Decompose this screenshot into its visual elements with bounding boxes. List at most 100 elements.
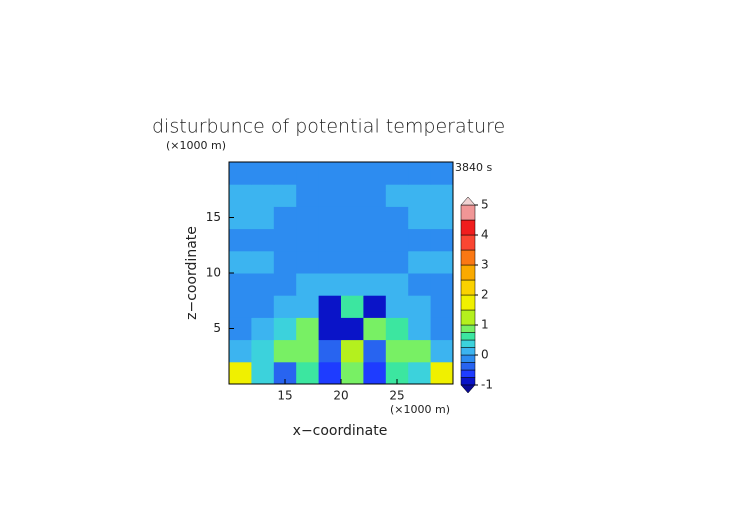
y-unit: (×1000 m) xyxy=(166,139,226,152)
colorbar-tick-label: 0 xyxy=(481,348,489,362)
colorbar-bin xyxy=(460,347,476,356)
contour-cell xyxy=(251,295,275,318)
contour-cell xyxy=(229,295,252,318)
contour-cell xyxy=(363,162,387,185)
colorbar-bin xyxy=(460,309,476,326)
contour-cell xyxy=(318,295,342,318)
contour-cell xyxy=(318,317,342,341)
contour-cell xyxy=(273,339,297,363)
contour-cell xyxy=(296,317,320,341)
contour-cell xyxy=(341,250,364,274)
time-label: 3840 s xyxy=(455,161,492,174)
contour-cell xyxy=(318,250,342,274)
colorbar-tick-label: 3 xyxy=(481,258,489,272)
x-tick-label: 15 xyxy=(277,389,292,403)
colorbar-bin xyxy=(460,354,476,363)
contour-cell xyxy=(273,295,297,318)
contour-cell xyxy=(363,184,387,207)
contour-cell xyxy=(318,184,342,207)
colorbar-bin xyxy=(460,264,476,281)
contour-cell xyxy=(341,273,364,296)
contour-cell xyxy=(363,361,387,385)
contour-cell xyxy=(229,361,252,385)
colorbar-bin xyxy=(460,362,476,371)
colorbar-bin xyxy=(460,279,476,296)
colorbar-over xyxy=(460,196,476,206)
y-axis-label: z−coordinate xyxy=(184,226,200,320)
contour-cell xyxy=(385,317,409,341)
contour-cell xyxy=(385,339,409,363)
contour-cell xyxy=(385,295,409,318)
contour-cell xyxy=(318,339,342,363)
contour-cell xyxy=(408,162,432,185)
contour-cell xyxy=(296,184,320,207)
contour-cell xyxy=(229,206,252,230)
contour-cell xyxy=(229,184,252,207)
colorbar-bin xyxy=(460,324,476,333)
contour-cell xyxy=(341,295,364,318)
colorbar-tick-label: -1 xyxy=(481,378,493,392)
contour-cell xyxy=(385,250,409,274)
contour-cell xyxy=(430,250,454,274)
contour-cell xyxy=(430,361,454,385)
contour-cell xyxy=(229,228,252,252)
contour-cell xyxy=(318,228,342,252)
contour-cell xyxy=(229,317,252,341)
contour-cell xyxy=(251,162,275,185)
contour-cell xyxy=(273,273,297,296)
contour-cell xyxy=(341,317,364,341)
colorbar-bin xyxy=(460,249,476,266)
contour-cell xyxy=(273,250,297,274)
contour-cell xyxy=(318,206,342,230)
contour-cell xyxy=(408,295,432,318)
contour-cell xyxy=(296,361,320,385)
contour-cell xyxy=(430,317,454,341)
contour-cell xyxy=(296,206,320,230)
x-tick-label: 20 xyxy=(333,389,348,403)
contour-cell xyxy=(341,228,364,252)
contour-cell xyxy=(408,206,432,230)
contour-cell xyxy=(229,162,252,185)
contour-cell xyxy=(430,339,454,363)
contour-cell xyxy=(229,250,252,274)
contour-cell xyxy=(408,250,432,274)
colorbar-bin xyxy=(460,234,476,251)
contour-cell xyxy=(251,273,275,296)
contour-cell xyxy=(341,184,364,207)
colorbar-tick-label: 2 xyxy=(481,288,489,302)
contour-cell xyxy=(408,317,432,341)
contour-cell xyxy=(341,206,364,230)
contour-cell xyxy=(318,162,342,185)
y-tick-label: 5 xyxy=(213,321,221,335)
contour-cell xyxy=(318,361,342,385)
contour-cell xyxy=(341,162,364,185)
colorbar-bin xyxy=(460,369,476,378)
x-tick-label: 25 xyxy=(389,389,404,403)
colorbar-bin xyxy=(460,294,476,311)
y-tick-label: 15 xyxy=(206,210,221,224)
contour-cell xyxy=(273,228,297,252)
chart-title: disturbunce of potential temperature xyxy=(152,116,505,138)
contour-cell xyxy=(273,361,297,385)
y-tick-label: 10 xyxy=(206,266,221,280)
contour-cell xyxy=(251,317,275,341)
contour-cell xyxy=(296,295,320,318)
contour-cell xyxy=(363,206,387,230)
colorbar-bin xyxy=(460,204,476,221)
contour-cell xyxy=(363,295,387,318)
contour-cell xyxy=(430,295,454,318)
contour-cell xyxy=(251,206,275,230)
contour-cell xyxy=(296,273,320,296)
colorbar-bin xyxy=(460,332,476,341)
colorbar-tick-label: 5 xyxy=(481,198,489,212)
colorbar-bin xyxy=(460,339,476,348)
colorbar-under xyxy=(460,384,476,394)
contour-cell xyxy=(430,162,454,185)
contour-cell xyxy=(341,339,364,363)
contour-cell xyxy=(273,162,297,185)
colorbar-bin xyxy=(460,219,476,236)
contour-cell xyxy=(385,361,409,385)
contour-cell xyxy=(229,339,252,363)
contour-cell xyxy=(318,273,342,296)
